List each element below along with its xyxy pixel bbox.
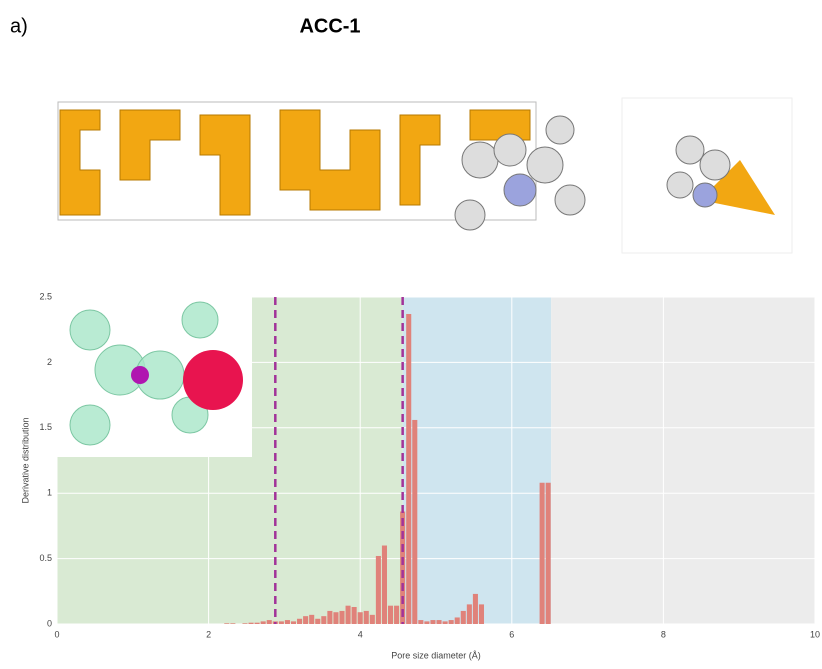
bar	[406, 314, 411, 624]
y-tick-label: 2.5	[39, 291, 52, 301]
bar	[546, 483, 551, 624]
bar	[346, 606, 351, 624]
bar	[461, 611, 466, 624]
bar	[333, 612, 338, 624]
region	[551, 297, 815, 624]
bar	[449, 620, 454, 624]
bar	[364, 611, 369, 624]
bar	[321, 616, 326, 624]
inset-image	[57, 297, 252, 457]
bar	[224, 623, 229, 624]
bar	[430, 620, 435, 624]
bar	[339, 611, 344, 624]
bar	[400, 512, 405, 624]
bar	[249, 623, 254, 624]
bar	[382, 546, 387, 624]
bar	[242, 623, 247, 624]
bar	[412, 420, 417, 624]
bar	[303, 616, 308, 624]
y-tick-label: 1	[47, 488, 52, 498]
bar	[394, 606, 399, 624]
bar	[255, 623, 260, 624]
bar	[418, 620, 423, 624]
bar	[358, 612, 363, 624]
y-tick-label: 0	[47, 618, 52, 628]
bar	[388, 606, 393, 624]
bar	[267, 620, 272, 624]
y-axis-label: Derivative distribution	[20, 417, 30, 503]
bar	[455, 617, 460, 624]
bar	[473, 594, 478, 624]
x-tick-label: 2	[206, 629, 211, 639]
panel-label: a)	[10, 15, 28, 37]
bar	[327, 611, 332, 624]
bar	[315, 619, 320, 624]
bar	[370, 615, 375, 624]
y-tick-label: 2	[47, 357, 52, 367]
bar	[285, 620, 290, 624]
bar	[309, 615, 314, 624]
bar	[479, 604, 484, 624]
bar	[297, 619, 302, 624]
bar	[352, 607, 357, 624]
bar	[424, 621, 429, 624]
figure: a) ACC-1 0 0.5 1 1.5 2 2.5 0 2 4 6 8 10 Pore size di…	[0, 0, 822, 664]
x-tick-label: 6	[509, 629, 514, 639]
y-tick-label: 1.5	[39, 422, 52, 432]
bar	[230, 623, 235, 624]
bar	[540, 483, 545, 624]
x-axis-label: Pore size diameter (Å)	[391, 650, 481, 660]
bar	[443, 621, 448, 624]
y-tick-label: 0.5	[39, 553, 52, 563]
x-tick-label: 8	[661, 629, 666, 639]
bar	[261, 621, 266, 624]
bar	[376, 556, 381, 624]
region	[403, 297, 552, 624]
structure-image	[58, 98, 792, 253]
x-tick-label: 4	[358, 629, 363, 639]
bar	[279, 621, 284, 624]
bar	[437, 620, 442, 624]
x-tick-label: 10	[810, 629, 820, 639]
title: ACC-1	[299, 15, 360, 37]
x-tick-label: 0	[54, 629, 59, 639]
bar	[467, 604, 472, 624]
bar	[291, 621, 296, 624]
